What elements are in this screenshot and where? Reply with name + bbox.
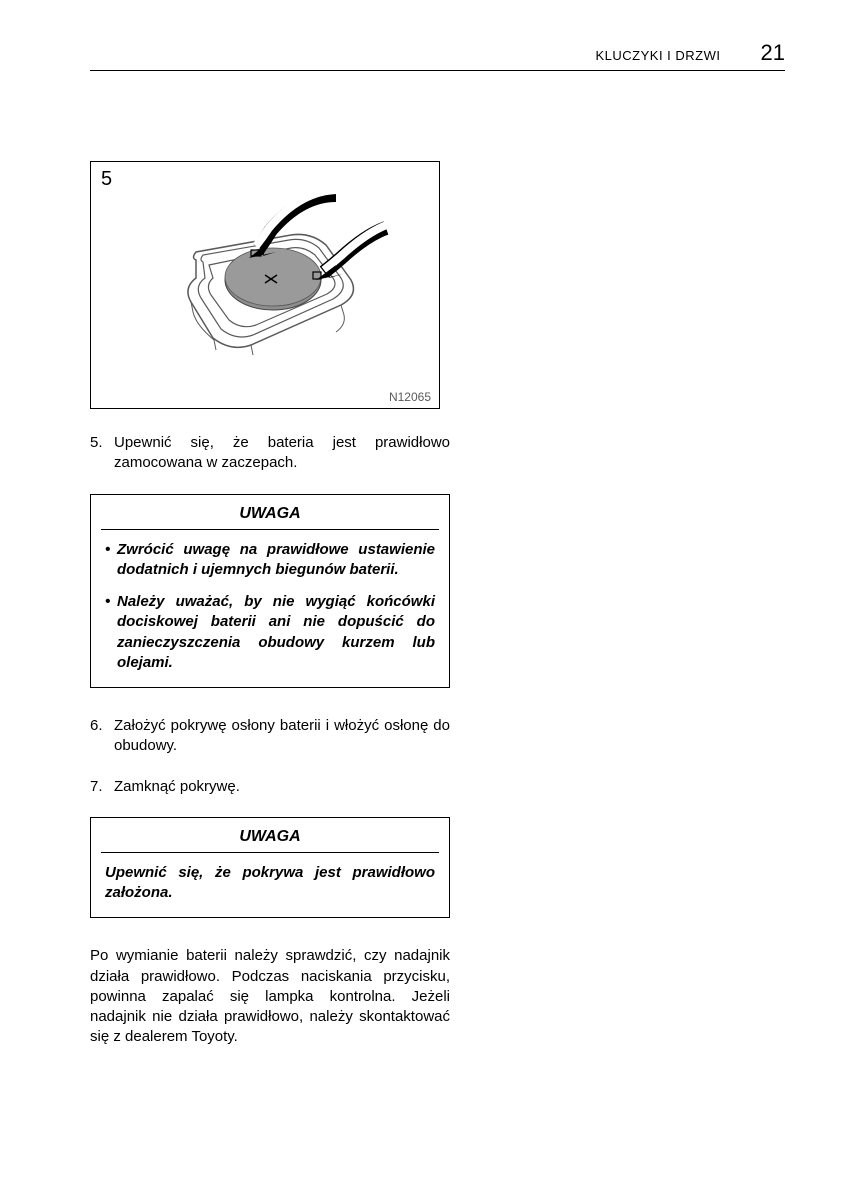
- page-number: 21: [761, 40, 785, 66]
- content-column: 5: [90, 161, 450, 1048]
- step-6: 6. Założyć pokrywę osłony baterii i włoż…: [90, 716, 450, 757]
- notice-text: Upewnić się, że pokrywa jest prawidłowo …: [105, 863, 435, 904]
- figure-step-number: 5: [101, 168, 112, 191]
- step-number: 7.: [90, 777, 114, 797]
- figure-box: 5: [90, 161, 440, 409]
- battery-illustration: [141, 180, 401, 400]
- step-number: 6.: [90, 716, 114, 757]
- page-header: KLUCZYKI I DRZWI 21: [90, 40, 785, 71]
- bullet-icon: •: [105, 592, 117, 673]
- notice-item-1: • Zwrócić uwagę na prawidłowe ustawienie…: [105, 540, 435, 581]
- figure-code: N12065: [389, 390, 431, 404]
- closing-paragraph: Po wymianie baterii należy sprawdzić, cz…: [90, 946, 450, 1047]
- step-5: 5. Upewnić się, że bateria jest prawidło…: [90, 433, 450, 474]
- step-text: Zamknąć pokrywę.: [114, 777, 450, 797]
- step-7: 7. Zamknąć pokrywę.: [90, 777, 450, 797]
- notice-box-2: UWAGA Upewnić się, że pokrywa jest prawi…: [90, 817, 450, 919]
- notice-text: Należy uważać, by nie wygiąć końcówki do…: [117, 592, 435, 673]
- section-name: KLUCZYKI I DRZWI: [596, 48, 721, 63]
- step-number: 5.: [90, 433, 114, 474]
- notice-text: Zwrócić uwagę na prawidłowe ustawienie d…: [117, 540, 435, 581]
- notice-title: UWAGA: [101, 828, 439, 853]
- notice-box-1: UWAGA • Zwrócić uwagę na prawidłowe usta…: [90, 494, 450, 689]
- notice-item-2: • Należy uważać, by nie wygiąć końcówki …: [105, 592, 435, 673]
- bullet-icon: •: [105, 540, 117, 581]
- step-text: Upewnić się, że bateria jest prawidłowo …: [114, 433, 450, 474]
- notice-title: UWAGA: [101, 505, 439, 530]
- step-text: Założyć pokrywę osłony baterii i włożyć …: [114, 716, 450, 757]
- document-page: KLUCZYKI I DRZWI 21 5: [0, 0, 845, 1088]
